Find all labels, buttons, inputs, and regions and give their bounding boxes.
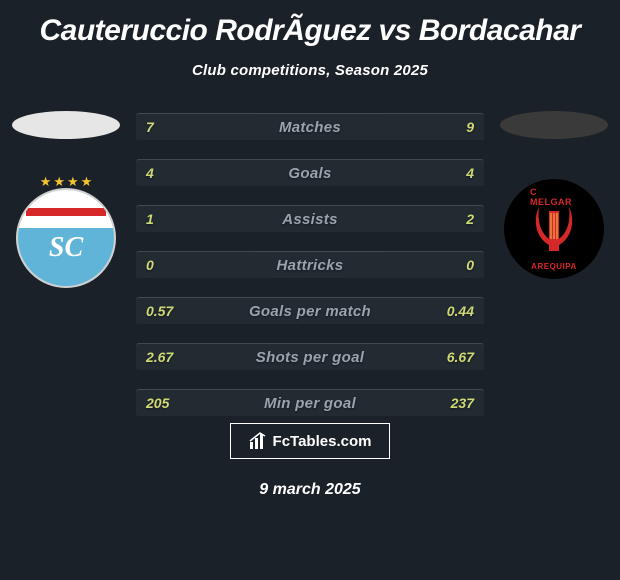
stat-right-value: 237 xyxy=(451,395,474,411)
brand-text: FcTables.com xyxy=(273,433,372,450)
stat-right-value: 2 xyxy=(466,211,474,227)
comparison-card: Cauteruccio RodrÃ­guez vs Bordacahar Clu… xyxy=(0,0,620,580)
stat-row: 4 Goals 4 xyxy=(136,159,484,187)
stat-left-value: 7 xyxy=(146,119,154,135)
stat-label: Shots per goal xyxy=(256,349,364,366)
left-player-column: ★★★★ SC xyxy=(6,107,126,417)
stat-row: 1 Assists 2 xyxy=(136,205,484,233)
stat-row: 0 Hattricks 0 xyxy=(136,251,484,279)
right-player-column: C MELGAR AREQUIPA xyxy=(494,107,614,417)
brand-chart-icon xyxy=(249,432,267,450)
right-club-logo: C MELGAR AREQUIPA xyxy=(504,179,604,279)
stat-row: 7 Matches 9 xyxy=(136,113,484,141)
stat-left-value: 4 xyxy=(146,165,154,181)
left-player-head xyxy=(12,111,120,139)
stat-label: Matches xyxy=(279,119,341,136)
stats-column: 7 Matches 9 4 Goals 4 1 Assists 2 0 Hattricks 0 0.57… xyxy=(126,107,494,417)
stat-row: 0.57 Goals per match 0.44 xyxy=(136,297,484,325)
subtitle: Club competitions, Season 2025 xyxy=(192,62,428,79)
stat-right-value: 0 xyxy=(466,257,474,273)
stat-label: Assists xyxy=(282,211,337,228)
brand-badge: FcTables.com xyxy=(230,423,390,459)
main-area: ★★★★ SC 7 Matches 9 4 Goals 4 1 Assists 2 0 Hattri… xyxy=(0,107,620,417)
stat-label: Goals per match xyxy=(249,303,371,320)
stat-label: Goals xyxy=(288,165,331,182)
right-player-head xyxy=(500,111,608,139)
stat-left-value: 2.67 xyxy=(146,349,173,365)
stat-row: 2.67 Shots per goal 6.67 xyxy=(136,343,484,371)
stat-left-value: 205 xyxy=(146,395,169,411)
stat-left-value: 0 xyxy=(146,257,154,273)
date-text: 9 march 2025 xyxy=(259,481,360,499)
stat-row: 205 Min per goal 237 xyxy=(136,389,484,417)
page-title: Cauteruccio RodrÃ­guez vs Bordacahar xyxy=(40,14,581,48)
left-club-logo: ★★★★ SC xyxy=(16,179,116,279)
stat-left-value: 1 xyxy=(146,211,154,227)
stat-right-value: 4 xyxy=(466,165,474,181)
stat-right-value: 9 xyxy=(466,119,474,135)
stat-right-value: 6.67 xyxy=(447,349,474,365)
stat-label: Min per goal xyxy=(264,395,356,412)
stat-right-value: 0.44 xyxy=(447,303,474,319)
stat-left-value: 0.57 xyxy=(146,303,173,319)
stat-label: Hattricks xyxy=(277,257,344,274)
